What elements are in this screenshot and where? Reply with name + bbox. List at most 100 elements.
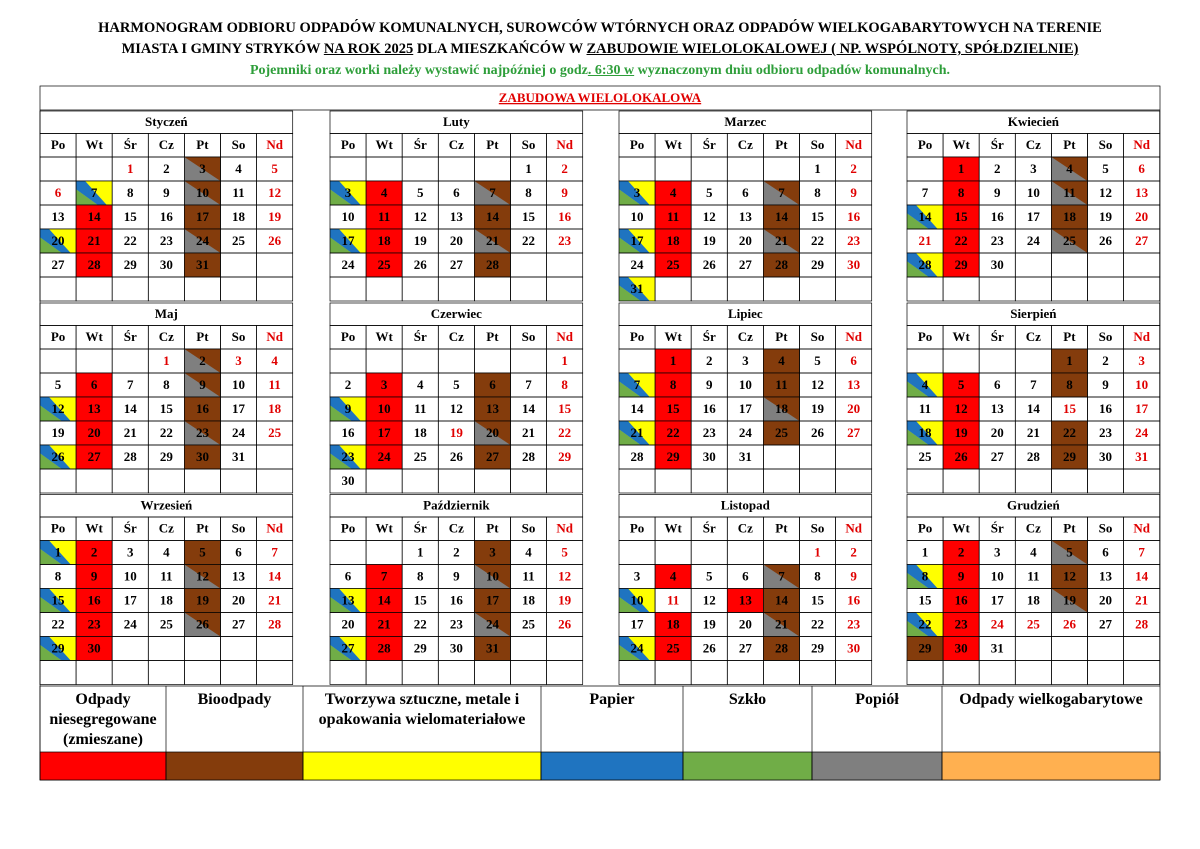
day-cell [365,660,403,685]
weekday: Pt [196,329,209,344]
day: 4 [922,377,929,392]
day: 22 [955,233,968,248]
day-cell [147,468,185,494]
fill-glass [907,620,929,637]
day: 28 [88,257,102,272]
day: 15 [558,401,572,416]
day: 4 [163,544,170,559]
fill-glass [330,237,352,253]
day-cell [220,468,257,494]
day: 27 [739,640,753,655]
day: 21 [88,233,101,248]
fill-bio [184,253,221,277]
day: 13 [450,209,464,224]
weekday: Śr [414,137,427,152]
day: 23 [450,616,464,631]
weekday: Wt [664,137,682,152]
fill-mixed [76,588,113,613]
weekday: Śr [991,329,1004,344]
weekday: So [522,137,536,152]
fill-mixed [366,229,403,253]
day: 12 [268,185,281,200]
day: 8 [525,185,532,200]
fill-ash [184,157,221,181]
weekday: Nd [556,521,573,536]
day-cell [1087,468,1124,494]
fill-bio [474,540,511,565]
weekday: Po [918,329,932,344]
note: Pojemniki oraz worki należy wystawić naj… [0,63,1200,79]
month-name: Maj [155,306,178,321]
day: 29 [414,640,428,655]
fill-bio [763,636,800,661]
day-cell [1014,660,1052,685]
day: 4 [235,161,242,176]
weekday: So [1099,521,1113,536]
weekday: Cz [449,329,464,344]
day: 8 [922,568,929,583]
day: 5 [55,377,62,392]
day: 16 [991,209,1005,224]
fill-mixed [76,421,113,445]
day-cell [942,276,980,302]
day: 24 [991,616,1005,631]
day: 28 [775,257,789,272]
day: 27 [342,640,356,655]
day: 10 [196,185,209,200]
day: 14 [919,209,933,224]
fill-paper [330,588,361,613]
day: 24 [196,233,210,248]
day: 9 [561,185,568,200]
weekday: So [811,329,825,344]
day-cell [510,636,547,661]
day: 17 [124,592,138,607]
weekday: Wt [952,137,970,152]
fill-mixed [76,540,113,565]
day-cell [365,276,403,302]
weekday: Śr [414,329,427,344]
weekday: Cz [159,137,174,152]
day-cell [474,468,511,494]
day: 7 [778,568,785,583]
fill-paper [619,588,650,613]
day-cell [510,276,547,302]
day: 19 [703,616,717,631]
weekday: Po [341,329,355,344]
weekday: So [1099,329,1113,344]
fill-glass [907,381,929,397]
day: 30 [847,640,860,655]
text-segment: HARMONOGRAM ODBIORU ODPADÓW KOMUNALNYCH,… [98,20,1102,36]
fill-mixed [366,373,403,397]
day-cell [474,276,511,302]
fill-glass [619,381,641,397]
fill-mixed [655,636,692,661]
month-name: Kwiecień [1008,114,1060,129]
fill-paper [619,277,650,301]
day: 4 [1066,161,1073,176]
fill-glass [330,596,352,613]
day: 20 [1099,592,1112,607]
fill-mixed [655,205,692,229]
weekday: Nd [556,329,573,344]
fill-glass [907,213,929,229]
day: 19 [558,592,572,607]
fill-bio [184,588,221,613]
fill-ash [184,373,221,397]
day: 24 [232,425,246,440]
month-name: Wrzesień [140,498,193,513]
day: 8 [55,568,62,583]
fill-paper [907,612,938,637]
day-cell [401,660,439,685]
day-cell [1123,636,1161,661]
day-cell [1087,276,1124,302]
day: 27 [847,425,861,440]
legend-label: Tworzywa sztuczne, metale i opakowania w… [318,691,526,728]
day: 26 [1099,233,1113,248]
day-cell [329,276,367,302]
day-cell [184,636,221,661]
day: 21 [1027,425,1040,440]
day: 2 [453,544,460,559]
day: 9 [1102,377,1109,392]
day: 5 [814,353,821,368]
day: 20 [486,425,499,440]
